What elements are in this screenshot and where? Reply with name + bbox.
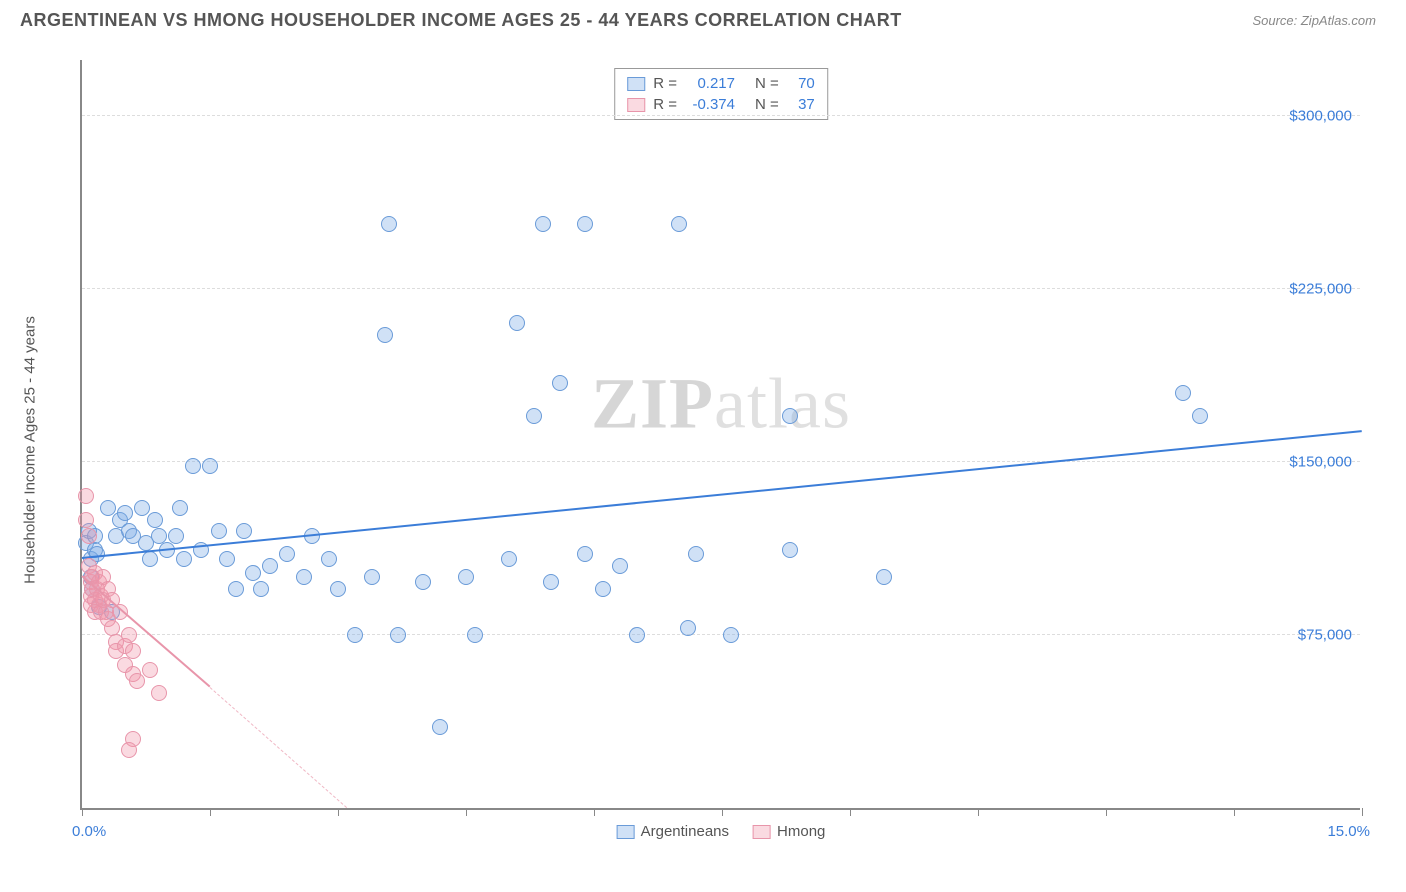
legend-item-hmong: Hmong <box>753 823 825 840</box>
data-point <box>543 574 559 590</box>
data-point <box>577 216 593 232</box>
data-point <box>377 327 393 343</box>
watermark: ZIPatlas <box>591 363 851 446</box>
data-point <box>125 643 141 659</box>
y-axis-label: Householder Income Ages 25 - 44 years <box>22 316 39 584</box>
data-point <box>142 551 158 567</box>
legend-swatch-blue <box>627 77 645 91</box>
data-point <box>415 574 431 590</box>
gridline-h <box>82 461 1360 462</box>
x-tick <box>1234 808 1235 816</box>
data-point <box>612 558 628 574</box>
data-point <box>121 742 137 758</box>
data-point <box>172 500 188 516</box>
data-point <box>671 216 687 232</box>
data-point <box>467 627 483 643</box>
data-point <box>432 719 448 735</box>
data-point <box>364 569 380 585</box>
data-point <box>509 315 525 331</box>
data-point <box>1175 385 1191 401</box>
data-point <box>526 408 542 424</box>
y-tick-label: $300,000 <box>1289 107 1352 124</box>
data-point <box>185 458 201 474</box>
legend-correlation: R = 0.217 N = 70 R = -0.374 N = 37 <box>614 68 828 120</box>
plot-area: ZIPatlas R = 0.217 N = 70 R = -0.374 N =… <box>80 60 1360 810</box>
x-tick <box>210 808 211 816</box>
gridline-h <box>82 115 1360 116</box>
data-point <box>279 546 295 562</box>
data-point <box>629 627 645 643</box>
data-point <box>688 546 704 562</box>
data-point <box>78 488 94 504</box>
data-point <box>228 581 244 597</box>
data-point <box>253 581 269 597</box>
data-point <box>1192 408 1208 424</box>
trend-line <box>82 430 1362 559</box>
legend-item-argentineans: Argentineans <box>617 823 729 840</box>
data-point <box>121 627 137 643</box>
data-point <box>81 528 97 544</box>
y-tick-label: $150,000 <box>1289 453 1352 470</box>
x-tick <box>594 808 595 816</box>
data-point <box>458 569 474 585</box>
legend-swatch-blue-icon <box>617 825 635 839</box>
data-point <box>782 542 798 558</box>
x-tick <box>82 808 83 816</box>
x-tick <box>466 808 467 816</box>
data-point <box>142 662 158 678</box>
x-tick <box>1362 808 1363 816</box>
data-point <box>347 627 363 643</box>
gridline-h <box>82 634 1360 635</box>
data-point <box>245 565 261 581</box>
data-point <box>535 216 551 232</box>
x-axis-min-label: 0.0% <box>72 823 106 840</box>
trend-line-dashed <box>210 687 347 808</box>
data-point <box>723 627 739 643</box>
data-point <box>168 528 184 544</box>
chart-container: Householder Income Ages 25 - 44 years ZI… <box>50 50 1370 850</box>
x-tick <box>1106 808 1107 816</box>
chart-source: Source: ZipAtlas.com <box>1252 13 1376 28</box>
data-point <box>129 673 145 689</box>
legend-row-argentineans: R = 0.217 N = 70 <box>627 73 815 94</box>
data-point <box>577 546 593 562</box>
data-point <box>552 375 568 391</box>
data-point <box>262 558 278 574</box>
data-point <box>147 512 163 528</box>
data-point <box>296 569 312 585</box>
data-point <box>680 620 696 636</box>
data-point <box>782 408 798 424</box>
x-tick <box>722 808 723 816</box>
y-tick-label: $225,000 <box>1289 280 1352 297</box>
chart-header: ARGENTINEAN VS HMONG HOUSEHOLDER INCOME … <box>0 0 1406 35</box>
data-point <box>176 551 192 567</box>
data-point <box>151 685 167 701</box>
legend-series: Argentineans Hmong <box>617 823 826 840</box>
data-point <box>595 581 611 597</box>
data-point <box>876 569 892 585</box>
legend-row-hmong: R = -0.374 N = 37 <box>627 94 815 115</box>
data-point <box>78 512 94 528</box>
data-point <box>321 551 337 567</box>
legend-swatch-pink-icon <box>753 825 771 839</box>
data-point <box>381 216 397 232</box>
legend-swatch-pink <box>627 98 645 112</box>
data-point <box>390 627 406 643</box>
x-axis-max-label: 15.0% <box>1327 823 1370 840</box>
x-tick <box>338 808 339 816</box>
data-point <box>211 523 227 539</box>
x-tick <box>978 808 979 816</box>
y-tick-label: $75,000 <box>1298 626 1352 643</box>
data-point <box>117 505 133 521</box>
data-point <box>501 551 517 567</box>
chart-title: ARGENTINEAN VS HMONG HOUSEHOLDER INCOME … <box>20 10 902 31</box>
data-point <box>219 551 235 567</box>
data-point <box>236 523 252 539</box>
gridline-h <box>82 288 1360 289</box>
x-tick <box>850 808 851 816</box>
data-point <box>202 458 218 474</box>
data-point <box>330 581 346 597</box>
